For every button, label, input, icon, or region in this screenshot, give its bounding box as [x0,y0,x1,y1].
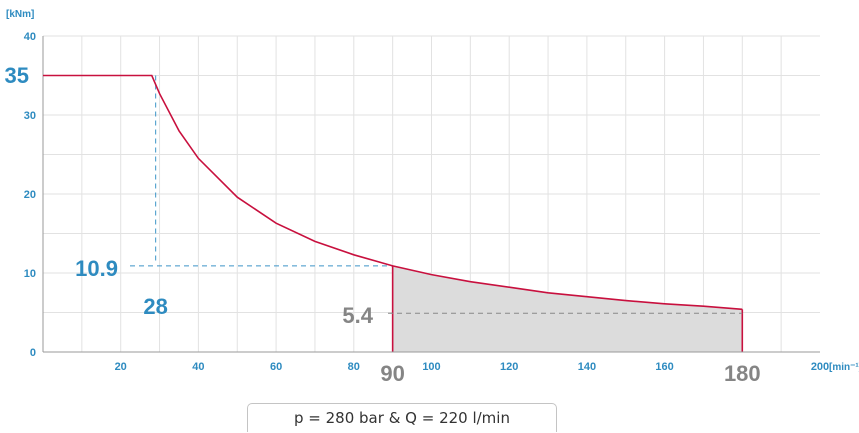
torque-at-180-label: 5.4 [342,303,373,328]
conditions-note: p = 280 bar & Q = 220 l/min [247,403,557,432]
x-tick-label: 200 [811,361,829,373]
tick-labels: 20 40 60 80 100 120 140 160 200 0 10 20 30 40 [24,31,829,373]
x-tick-label: 160 [655,361,673,373]
torque-speed-chart: 20 40 60 80 100 120 140 160 200 0 10 20 30 40 [kNm] [… [5,9,859,386]
guide-lines [130,75,744,352]
speed-90-label: 90 [380,361,404,386]
y-tick-label: 30 [24,110,36,122]
speed-180-label: 180 [724,361,761,386]
x-tick-label: 40 [192,361,204,373]
x-tick-label: 120 [500,361,518,373]
x-tick-label: 20 [115,361,127,373]
x-tick-label: 60 [270,361,282,373]
y-tick-label: 10 [24,268,36,280]
torque-curve [43,74,743,311]
x-axis-unit-label: [min⁻¹] [829,362,859,373]
y-tick-label: 20 [24,189,36,201]
max-torque-label: 35 [5,63,29,88]
y-tick-label: 40 [24,31,36,43]
corner-speed-label: 28 [143,294,167,319]
shaded-operating-region [392,265,743,352]
x-tick-label: 140 [578,361,596,373]
x-tick-label: 100 [422,361,440,373]
torque-at-90-label: 10.9 [75,256,118,281]
axes [42,36,820,353]
x-tick-label: 80 [348,361,360,373]
y-axis-unit-label: [kNm] [6,9,34,20]
y-tick-label: 0 [30,347,36,359]
